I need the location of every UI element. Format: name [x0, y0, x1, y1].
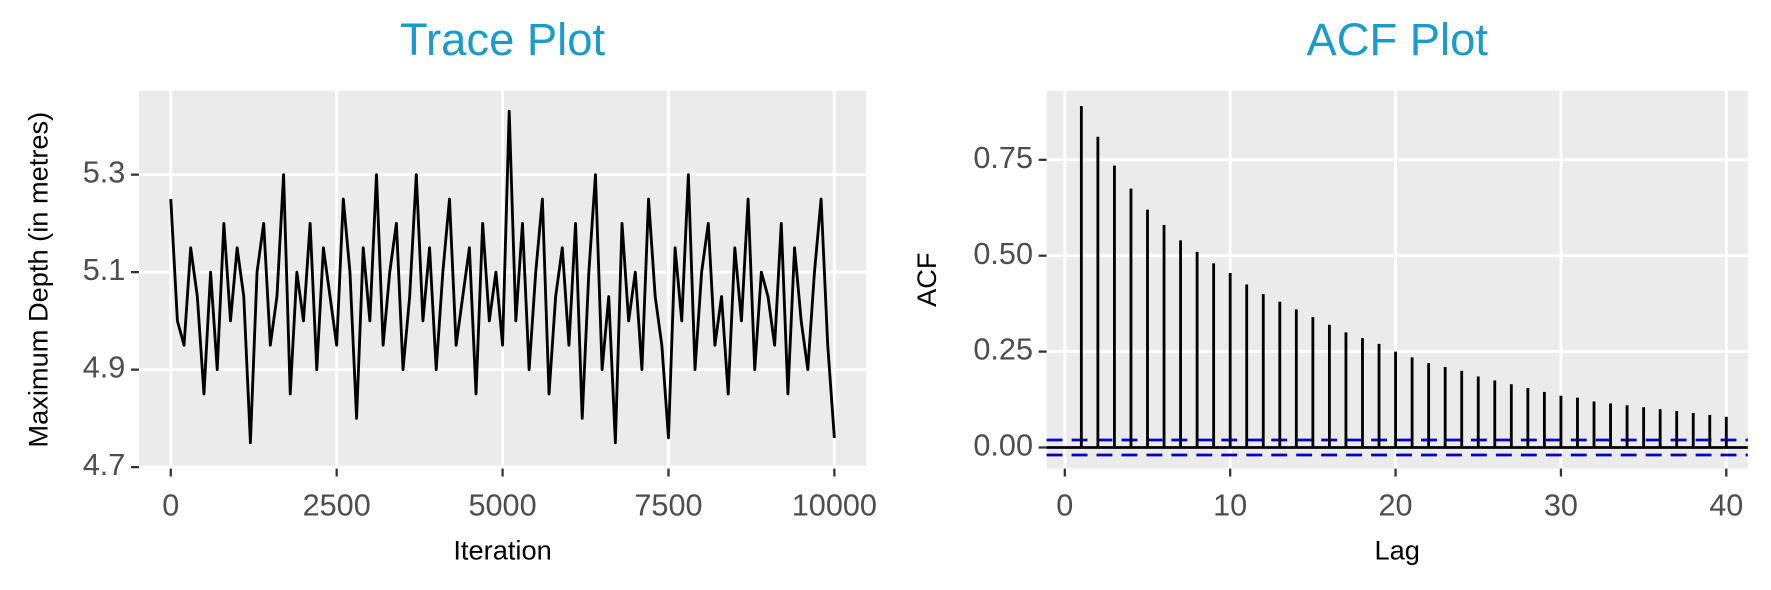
x-tick-label: 30 — [1544, 488, 1578, 522]
trace-line — [169, 109, 836, 445]
x-tick-label: 5000 — [468, 488, 536, 522]
x-tick-label: 40 — [1709, 488, 1743, 522]
x-axis-title: Iteration — [453, 535, 551, 566]
y-axis-title: ACF — [911, 252, 942, 306]
y-tick-label: 5.1 — [83, 253, 126, 287]
y-tick-label: 0.50 — [973, 237, 1033, 271]
x-tick-label: 10000 — [792, 488, 877, 522]
y-tick-label: 0.00 — [973, 429, 1033, 463]
y-tick-label: 5.3 — [83, 156, 126, 190]
chart-title: Trace Plot — [400, 14, 605, 65]
x-tick-label: 2500 — [303, 488, 371, 522]
y-tick-label: 0.75 — [973, 141, 1033, 175]
x-tick-label: 10 — [1213, 488, 1247, 522]
x-axis-title: Lag — [1375, 535, 1420, 566]
x-tick-label: 20 — [1379, 488, 1413, 522]
y-tick-label: 4.9 — [83, 351, 126, 385]
y-tick-label: 4.7 — [83, 448, 126, 482]
x-tick-label: 0 — [1056, 488, 1073, 522]
y-axis-title: Maximum Depth (in metres) — [22, 112, 53, 448]
chart-title: ACF Plot — [1306, 14, 1488, 65]
x-tick-label: 0 — [162, 488, 179, 522]
y-tick-label: 0.25 — [973, 333, 1033, 367]
x-tick-label: 7500 — [634, 488, 702, 522]
